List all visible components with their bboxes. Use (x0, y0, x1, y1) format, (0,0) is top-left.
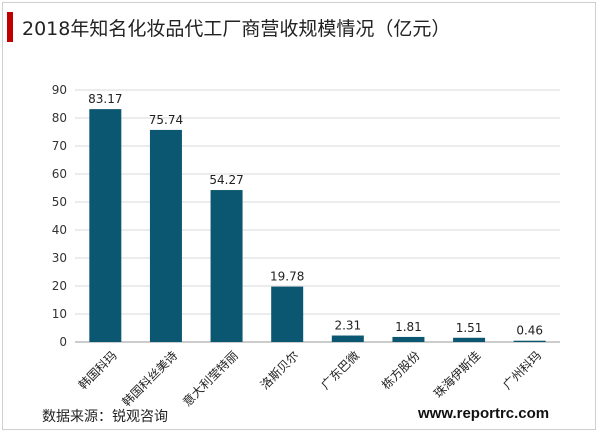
bar (149, 129, 182, 342)
bar (392, 336, 425, 342)
data-label: 54.27 (209, 173, 243, 187)
y-tick-label: 50 (52, 195, 67, 209)
bar (513, 340, 546, 342)
data-label: 1.81 (395, 320, 422, 334)
data-label: 19.78 (270, 270, 304, 284)
bar (453, 337, 486, 342)
y-tick-label: 90 (52, 83, 67, 97)
data-label: 75.74 (149, 113, 183, 127)
y-tick-label: 0 (59, 335, 67, 349)
chart-title: 2018年知名化妆品代工厂商营收规模情况（亿元） (22, 18, 451, 40)
y-tick-label: 80 (52, 111, 67, 125)
title-accent-bar (7, 12, 13, 42)
data-label: 2.31 (334, 319, 361, 333)
x-tick-label: 广东巴微 (318, 348, 362, 392)
website-label: www.reportrc.com (418, 405, 550, 422)
x-tick-label: 洛斯贝尔 (257, 348, 302, 393)
data-label: 83.17 (88, 92, 122, 106)
bar (271, 286, 304, 342)
data-label: 0.46 (516, 324, 543, 338)
x-tick-label: 韩国科玛 (75, 348, 120, 393)
bar (210, 190, 243, 342)
x-tick-label: 意大利莹特丽 (179, 348, 241, 410)
x-tick-label: 栋方股份 (378, 348, 423, 393)
y-tick-label: 40 (52, 223, 67, 237)
bar (331, 335, 364, 342)
x-tick-label: 广州科玛 (500, 348, 544, 392)
x-tick-label: 珠海伊斯佳 (430, 348, 483, 401)
y-tick-label: 10 (52, 307, 67, 321)
source-note: 数据来源：锐观咨询 (42, 409, 168, 425)
data-label: 1.51 (456, 321, 483, 335)
y-tick-label: 60 (52, 167, 67, 181)
y-tick-label: 70 (52, 139, 67, 153)
y-tick-label: 20 (52, 279, 67, 293)
bar (89, 109, 122, 343)
x-tick-label: 韩国科丝美诗 (119, 348, 181, 410)
y-tick-label: 30 (52, 251, 67, 265)
